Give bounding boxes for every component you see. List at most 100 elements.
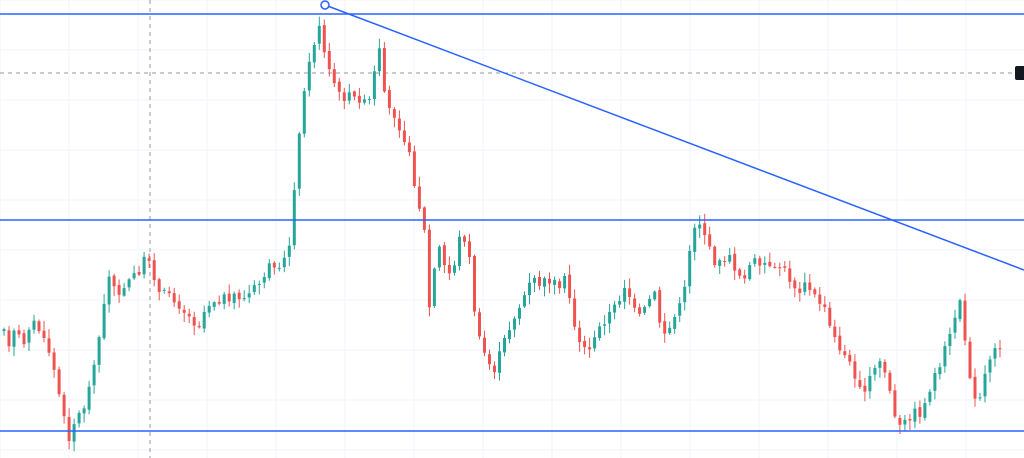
candle-down [192,317,196,326]
candle-down [858,380,862,387]
candle-down [187,313,191,317]
candle-down [778,267,782,269]
candle-up [718,260,722,266]
candle-down [387,90,391,108]
candle-down [67,417,71,441]
candle-up [668,327,672,334]
candle-down [898,417,902,425]
candle-down [848,354,852,362]
candle-up [2,329,6,332]
candle-up [127,279,131,288]
candle-up [803,282,807,292]
candle-up [648,298,652,307]
candle-down [352,91,356,97]
candle-down [22,333,26,345]
candle-up [943,346,947,367]
candle-down [478,312,481,337]
candle-down [422,207,426,230]
candle-up [107,276,111,305]
candle-down [893,390,897,417]
candle-down [442,245,446,266]
candle-up [678,303,682,316]
candle-down [663,321,667,334]
candle-down [998,348,1002,350]
candle-down [197,325,201,328]
candle-up [453,265,456,273]
candle-up [948,334,952,346]
candle-up [643,307,647,313]
candle-up [12,330,16,347]
candle-down [548,278,551,284]
candle-up [533,277,536,283]
candle-up [543,278,546,287]
candle-down [573,298,577,327]
candle-down [332,69,336,84]
candle-up [553,279,557,285]
candle-down [823,304,827,307]
trend-line[interactable] [324,4,1024,271]
candle-down [583,340,587,348]
candle-down [733,253,737,271]
trend-line-anchor-handle[interactable] [320,0,330,10]
candle-up [618,301,622,305]
candle-up [207,305,211,313]
candle-up [292,190,296,246]
candlestick-series [2,16,1002,452]
candle-up [92,364,96,386]
candle-up [693,227,697,252]
candle-down [447,264,451,274]
candle-up [282,257,286,268]
candle-down [412,151,416,186]
candle-down [863,385,867,392]
candle-up [82,408,86,414]
candle-up [202,312,206,329]
candle-down [327,51,331,70]
candle-up [913,408,917,422]
candle-down [828,307,832,326]
candle-up [377,48,381,72]
candle-up [297,133,301,189]
candle-down [713,246,717,266]
candle-down [538,277,541,286]
candle-down [137,272,141,275]
candle-down [237,292,241,300]
candle-up [77,412,81,424]
candle-up [528,282,531,296]
drawings[interactable] [0,0,1024,432]
candle-down [392,109,396,118]
candle-down [397,118,401,131]
candle-up [983,373,987,397]
candle-up [518,307,521,319]
candle-down [17,330,21,335]
candle-up [242,298,246,300]
candle-down [703,223,707,236]
candle-up [437,246,441,268]
candle-down [112,275,116,287]
candle-up [878,361,882,368]
candle-up [938,367,942,375]
candle-up [868,376,872,392]
candle-down [798,288,802,293]
candle-up [432,268,436,306]
candle-up [317,25,321,44]
candle-down [337,81,341,92]
candle-up [763,262,767,265]
candle-up [593,337,597,349]
candle-up [653,291,657,300]
candle-up [347,92,351,101]
candle-down [172,293,176,303]
candle-up [247,293,251,298]
candle-up [267,263,271,279]
candle-down [152,260,156,280]
candle-up [623,287,627,302]
candle-down [182,309,186,313]
candle-up [232,293,236,303]
candle-up [928,391,932,402]
candle-down [357,95,361,103]
candle-down [42,330,46,338]
candle-down [177,301,181,309]
candle-up [162,289,166,291]
